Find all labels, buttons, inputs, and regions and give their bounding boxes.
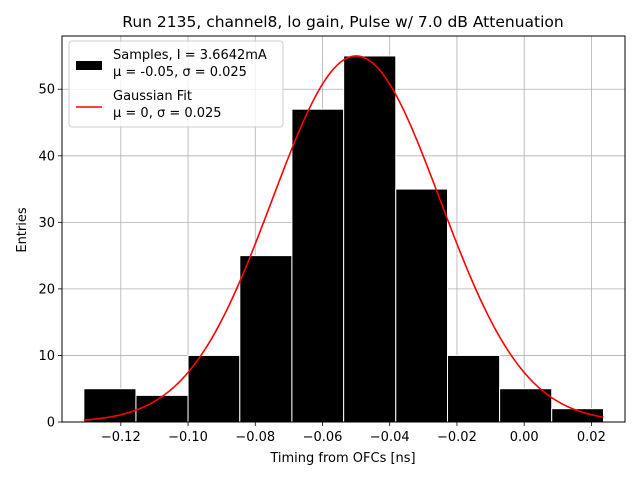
legend-params: μ = -0.05, σ = 0.025 bbox=[113, 65, 247, 80]
gaussian-fit bbox=[83, 55, 604, 421]
legend-patch bbox=[76, 61, 102, 70]
legend-params: μ = 0, σ = 0.025 bbox=[113, 106, 222, 121]
x-axis: −0.12 −0.10 −0.08 −0.06 −0.04 −0.02 0.00 0.02 bbox=[101, 422, 606, 445]
histogram-bar bbox=[343, 55, 397, 423]
legend-label: Samples, I = 3.6642mA bbox=[113, 48, 267, 63]
y-tick-label: 40 bbox=[38, 149, 55, 164]
histogram-bars bbox=[83, 55, 604, 423]
legend: Samples, I = 3.6642mA μ = -0.05, σ = 0.02… bbox=[68, 40, 284, 128]
x-tick-label: −0.02 bbox=[437, 430, 477, 445]
histogram-bar bbox=[135, 394, 189, 423]
legend-label: Gaussian Fit bbox=[113, 89, 192, 104]
histogram-bar bbox=[239, 255, 293, 423]
x-tick-label: 0.02 bbox=[577, 430, 606, 445]
histogram-bar bbox=[187, 354, 241, 423]
histogram-bar bbox=[499, 388, 553, 423]
histogram-bar bbox=[447, 354, 501, 423]
histogram-bar bbox=[291, 108, 345, 423]
y-tick-label: 20 bbox=[38, 282, 55, 297]
y-axis: 0 10 20 30 40 50 bbox=[38, 83, 62, 431]
y-axis-label: Entries bbox=[15, 207, 30, 253]
x-tick-label: −0.10 bbox=[168, 430, 208, 445]
x-axis-label: Timing from OFCs [ns] bbox=[269, 451, 415, 466]
y-tick-label: 10 bbox=[38, 349, 55, 364]
legend-box bbox=[68, 40, 284, 128]
plot-frame bbox=[61, 35, 626, 423]
x-tick-label: 0.00 bbox=[510, 430, 539, 445]
y-tick-label: 30 bbox=[38, 216, 55, 231]
x-tick-label: −0.06 bbox=[303, 430, 343, 445]
x-tick-label: −0.12 bbox=[101, 430, 141, 445]
x-tick-label: −0.04 bbox=[370, 430, 410, 445]
fit-curve bbox=[83, 55, 604, 421]
y-tick-label: 0 bbox=[47, 416, 55, 431]
histogram-bar bbox=[395, 188, 449, 423]
x-tick-label: −0.08 bbox=[235, 430, 275, 445]
chart-title: Run 2135, channel8, lo gain, Pulse w/ 7.… bbox=[122, 13, 563, 31]
y-tick-label: 50 bbox=[38, 83, 55, 98]
